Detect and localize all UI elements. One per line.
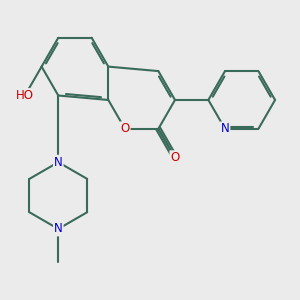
Text: N: N <box>221 122 230 135</box>
Text: HO: HO <box>16 89 34 102</box>
Text: O: O <box>170 151 180 164</box>
Text: O: O <box>120 122 130 135</box>
Text: N: N <box>54 156 63 169</box>
Text: N: N <box>54 222 63 236</box>
